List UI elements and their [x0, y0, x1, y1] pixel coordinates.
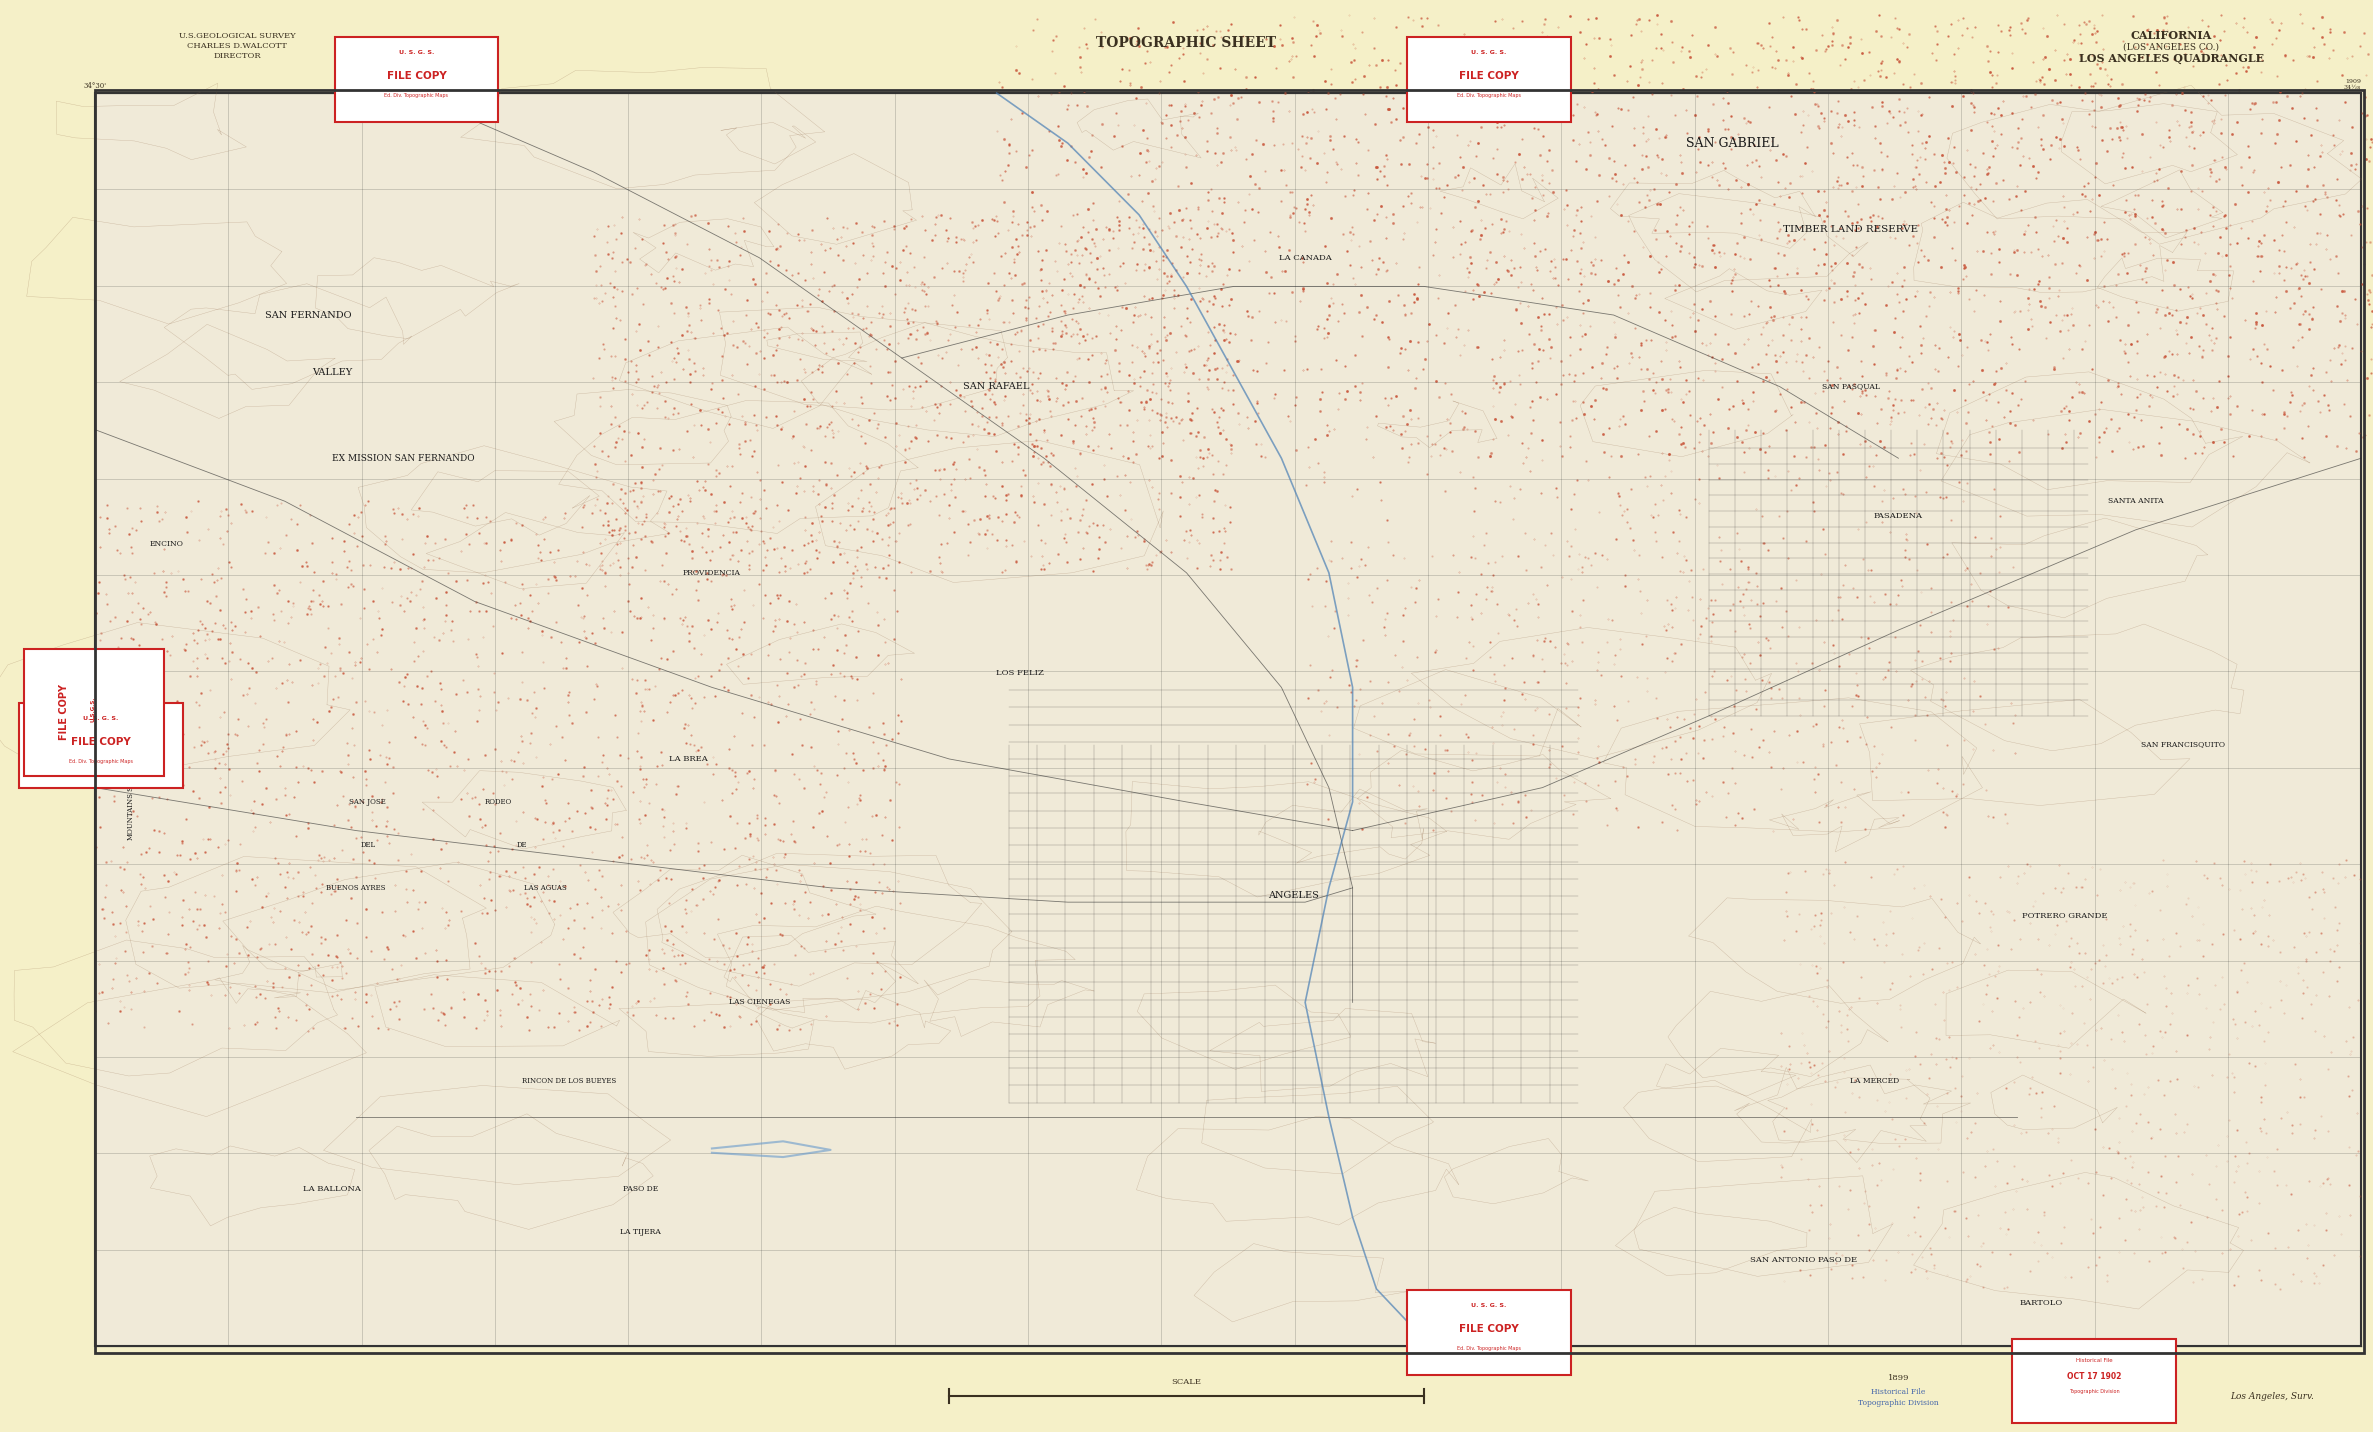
Text: POTRERO GRANDE: POTRERO GRANDE	[2022, 912, 2107, 921]
Text: SAN RAFAEL: SAN RAFAEL	[963, 382, 1030, 391]
Text: FILE COPY: FILE COPY	[387, 72, 446, 80]
Text: RODEO: RODEO	[484, 798, 513, 806]
Text: CALIFORNIA: CALIFORNIA	[2131, 30, 2212, 42]
Text: TOPOGRAPHIC SHEET: TOPOGRAPHIC SHEET	[1096, 36, 1277, 50]
FancyBboxPatch shape	[24, 649, 164, 776]
Text: PROVIDENCIA: PROVIDENCIA	[683, 569, 740, 577]
Text: U.S.GEOLOGICAL SURVEY: U.S.GEOLOGICAL SURVEY	[178, 32, 297, 40]
Text: SAN PASQUAL: SAN PASQUAL	[1822, 382, 1879, 391]
Text: SAN ANTONIO PASO DE: SAN ANTONIO PASO DE	[1749, 1256, 1858, 1264]
Text: (LOS ANGELES CO.): (LOS ANGELES CO.)	[2124, 43, 2219, 52]
Text: U.S.G.S.: U.S.G.S.	[90, 696, 95, 722]
Text: MOUNTAINS: MOUNTAINS	[126, 792, 135, 841]
Text: DIRECTOR: DIRECTOR	[214, 52, 261, 60]
Text: FILE COPY: FILE COPY	[59, 683, 69, 740]
Text: ENCINO: ENCINO	[149, 540, 183, 548]
Text: SCALE: SCALE	[1172, 1378, 1201, 1386]
FancyBboxPatch shape	[19, 703, 183, 788]
Text: LA BALLONA: LA BALLONA	[304, 1184, 361, 1193]
Text: BARTOLO: BARTOLO	[2019, 1299, 2062, 1307]
Text: U. S. G. S.: U. S. G. S.	[1471, 50, 1507, 56]
Text: VALLEY: VALLEY	[313, 368, 351, 377]
Text: 1909
34½s: 1909 34½s	[2345, 79, 2361, 90]
Text: LA MERCED: LA MERCED	[1851, 1077, 1898, 1085]
FancyBboxPatch shape	[335, 37, 498, 122]
Text: Ed. Div. Topographic Maps: Ed. Div. Topographic Maps	[69, 759, 133, 765]
Text: U. S. G. S.: U. S. G. S.	[1471, 1303, 1507, 1309]
Text: CHARLES D.WALCOTT: CHARLES D.WALCOTT	[187, 42, 287, 50]
Text: Ed. Div. Topographic Maps: Ed. Div. Topographic Maps	[384, 93, 448, 99]
Text: Topographic Division: Topographic Division	[2069, 1389, 2119, 1395]
Text: 1899: 1899	[1887, 1373, 1910, 1382]
Text: LAS AGUAS: LAS AGUAS	[524, 884, 567, 892]
Text: SANTA MONICA: SANTA MONICA	[126, 726, 135, 792]
Text: SAN GABRIEL: SAN GABRIEL	[1685, 136, 1780, 150]
FancyBboxPatch shape	[1407, 1290, 1571, 1375]
Text: PASO DE: PASO DE	[624, 1184, 657, 1193]
Text: LOS ANGELES QUADRANGLE: LOS ANGELES QUADRANGLE	[2079, 53, 2264, 64]
Text: TIMBER LAND RESERVE: TIMBER LAND RESERVE	[1784, 225, 1917, 233]
Text: SAN JOSE: SAN JOSE	[349, 798, 387, 806]
Text: Ed. Div. Topographic Maps: Ed. Div. Topographic Maps	[1457, 1346, 1521, 1352]
Text: Historical File: Historical File	[1872, 1388, 1925, 1396]
Text: LA BREA: LA BREA	[669, 755, 707, 763]
Text: U. S. G. S.: U. S. G. S.	[83, 716, 119, 722]
Text: RINCON DE LOS BUEYES: RINCON DE LOS BUEYES	[522, 1077, 617, 1085]
FancyBboxPatch shape	[2012, 1339, 2176, 1423]
Text: LA TIJERA: LA TIJERA	[619, 1227, 662, 1236]
Text: FILE COPY: FILE COPY	[1459, 72, 1519, 80]
Text: DE: DE	[517, 841, 527, 849]
Text: Topographic Division: Topographic Division	[1858, 1399, 1939, 1408]
Bar	[95, 90, 2364, 1353]
Text: LA CANADA: LA CANADA	[1279, 253, 1331, 262]
Text: Los Angeles, Surv.: Los Angeles, Surv.	[2231, 1392, 2314, 1400]
Text: LOS FELIZ: LOS FELIZ	[997, 669, 1044, 677]
Text: FILE COPY: FILE COPY	[71, 737, 131, 746]
Text: SAN FERNANDO: SAN FERNANDO	[266, 311, 351, 319]
Text: PASADENA: PASADENA	[1875, 511, 1922, 520]
Text: Historical File: Historical File	[2076, 1358, 2112, 1363]
FancyBboxPatch shape	[1407, 37, 1571, 122]
Text: Ed. Div. Topographic Maps: Ed. Div. Topographic Maps	[1457, 93, 1521, 99]
Text: FILE COPY: FILE COPY	[1459, 1325, 1519, 1333]
Text: BUENOS AYRES: BUENOS AYRES	[325, 884, 387, 892]
Text: LAS CIENEGAS: LAS CIENEGAS	[729, 998, 790, 1007]
Text: OCT 17 1902: OCT 17 1902	[2067, 1372, 2121, 1380]
Text: 34°30': 34°30'	[83, 82, 107, 90]
Text: SAN FRANCISQUITO: SAN FRANCISQUITO	[2140, 740, 2226, 749]
Text: ANGELES: ANGELES	[1267, 891, 1319, 899]
Text: EX MISSION SAN FERNANDO: EX MISSION SAN FERNANDO	[332, 454, 475, 463]
Text: U. S. G. S.: U. S. G. S.	[399, 50, 434, 56]
Bar	[95, 93, 2361, 1346]
Text: DEL: DEL	[361, 841, 375, 849]
Text: SANTA ANITA: SANTA ANITA	[2107, 497, 2164, 505]
